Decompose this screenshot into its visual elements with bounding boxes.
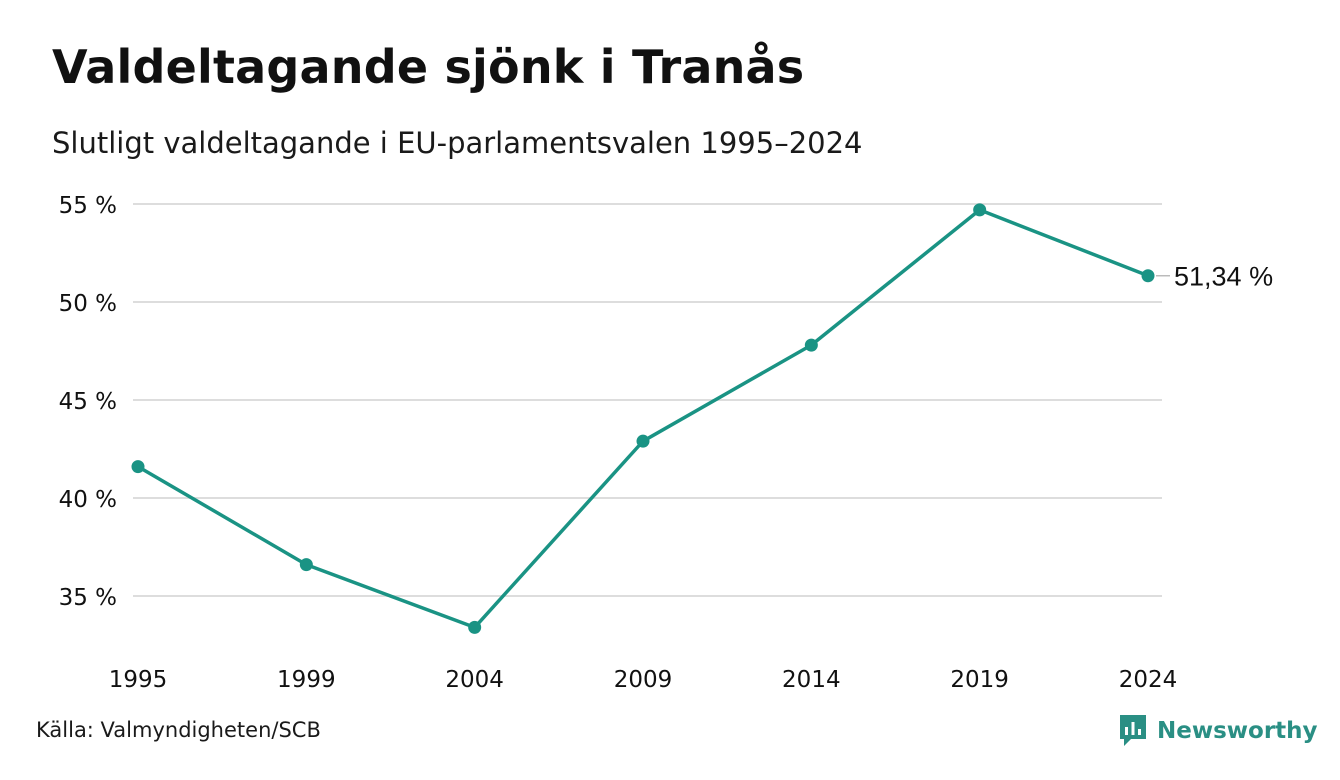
source-note: Källa: Valmyndigheten/SCB — [36, 718, 321, 742]
grid-lines — [133, 203, 1162, 597]
series-line — [136, 208, 1150, 630]
x-tick-label: 2014 — [782, 667, 841, 693]
data-point[interactable] — [1141, 269, 1155, 283]
data-point[interactable] — [468, 620, 482, 634]
brand[interactable]: Newsworthy — [1118, 713, 1318, 749]
y-tick-label: 50 % — [59, 291, 117, 317]
x-tick-label: 1999 — [277, 667, 336, 693]
line-chart: 35 % 40 % 45 % 50 % 55 % 1995 1999 2004 2009 201… — [59, 193, 1274, 693]
data-point[interactable] — [804, 338, 818, 352]
chart-title: Valdeltagande sjönk i Tranås — [52, 40, 805, 94]
x-tick-label: 2004 — [445, 667, 504, 693]
y-tick-label: 40 % — [59, 487, 117, 513]
last-value-label: 51,34 % — [1174, 262, 1273, 292]
data-point[interactable] — [636, 434, 650, 448]
data-point[interactable] — [131, 460, 145, 474]
data-labels: 51,34 % — [1156, 262, 1273, 292]
y-tick-label: 35 % — [59, 585, 117, 611]
y-axis-ticks: 35 % 40 % 45 % 50 % 55 % — [59, 193, 117, 611]
data-point[interactable] — [299, 558, 313, 572]
y-tick-label: 55 % — [59, 193, 117, 219]
x-tick-label: 1995 — [109, 667, 168, 693]
newsworthy-logo-icon — [1120, 715, 1146, 746]
chart-subtitle: Slutligt valdeltagande i EU-parlamentsva… — [52, 126, 863, 160]
x-tick-label: 2009 — [614, 667, 673, 693]
x-tick-label: 2019 — [950, 667, 1009, 693]
data-point[interactable] — [973, 203, 987, 217]
x-axis-ticks: 1995 1999 2004 2009 2014 2019 2024 — [109, 667, 1178, 693]
brand-name: Newsworthy — [1157, 718, 1318, 744]
series-layer — [131, 203, 1155, 634]
x-tick-label: 2024 — [1119, 667, 1178, 693]
y-tick-label: 45 % — [59, 389, 117, 415]
